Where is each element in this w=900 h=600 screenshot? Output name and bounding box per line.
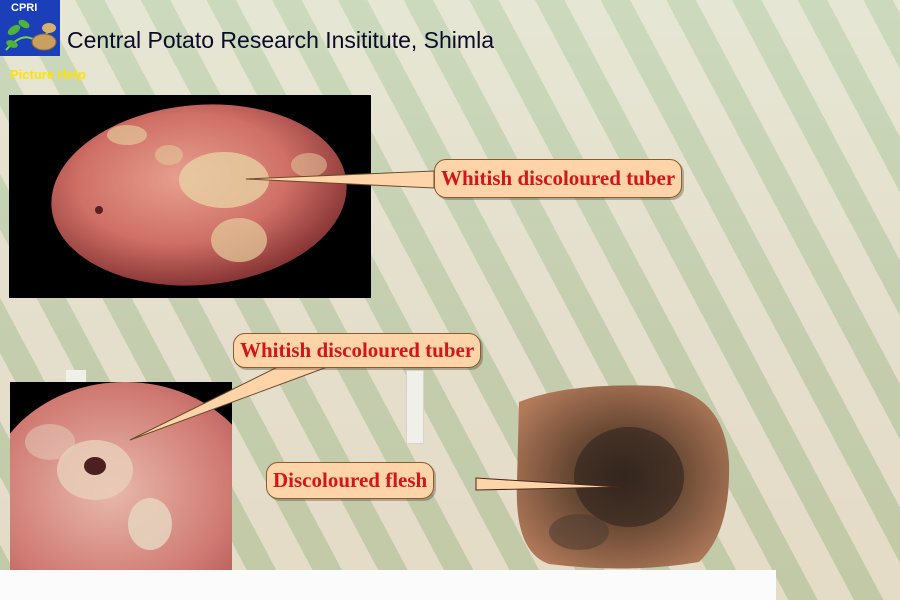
callout-discoloured-flesh: Discoloured flesh xyxy=(266,462,435,499)
bottom-bar xyxy=(0,570,776,600)
tuber-photo-lesion xyxy=(10,382,232,570)
field-stake xyxy=(406,370,424,444)
cpri-logo: CPRI xyxy=(0,0,60,56)
leaf-tuber-logo-icon xyxy=(5,19,57,51)
callout-whitish-tuber-1: Whitish discoloured tuber xyxy=(434,159,683,198)
picture-help-link[interactable]: Picture Help xyxy=(10,67,86,82)
page-title: Central Potato Research Insititute, Shim… xyxy=(67,27,494,53)
tuber-photo-flesh xyxy=(509,382,734,570)
tuber-photo-whitish xyxy=(9,95,371,298)
logo-text: CPRI xyxy=(11,2,38,14)
callout-whitish-tuber-2: Whitish discoloured tuber xyxy=(233,333,482,368)
